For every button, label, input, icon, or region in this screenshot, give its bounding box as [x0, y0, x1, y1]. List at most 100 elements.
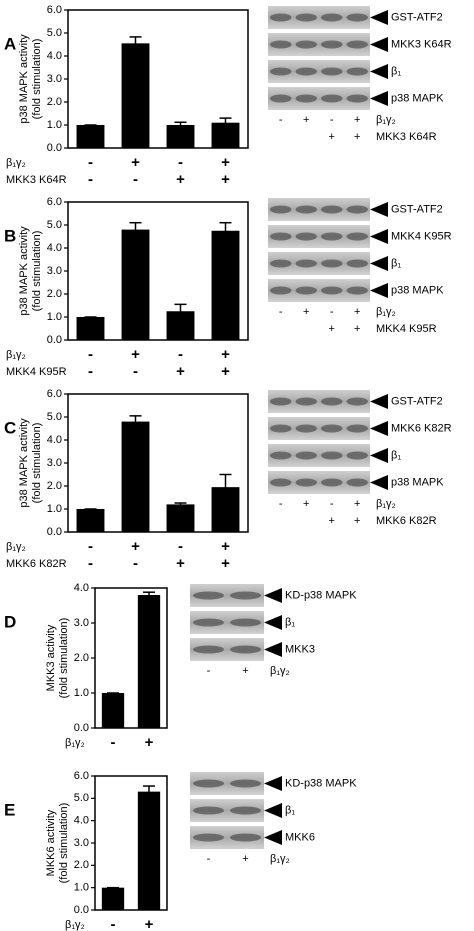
bar [211, 230, 240, 340]
plot-frame [67, 9, 249, 149]
y-axis-label: p38 MAPK activity [18, 226, 30, 316]
blot-strip [190, 826, 264, 849]
y-tick-label: 2.0 [74, 859, 89, 871]
arrow [370, 37, 388, 52]
arrow [370, 283, 388, 298]
lane-name: β₁γ₂ [376, 498, 396, 510]
condition-name: β₁γ₂ [6, 349, 26, 361]
blot-band [321, 232, 343, 241]
condition-name: β₁γ₂ [65, 737, 85, 749]
blot-band [295, 67, 317, 76]
y-axis-label: (fold stimulation) [31, 423, 43, 504]
lane-sign: - [279, 498, 283, 510]
band-label: β₁ [391, 65, 401, 77]
band-label: MKK3 K64R [391, 38, 452, 50]
blot-band [270, 205, 292, 214]
lane-sign: + [303, 498, 309, 510]
bar [76, 509, 105, 532]
lane-name: MKK3 K64R [376, 131, 437, 143]
blot-band [346, 259, 368, 268]
blot-strip [190, 638, 264, 661]
arrow [264, 830, 282, 845]
blot-band [192, 618, 225, 627]
arrow [264, 642, 282, 657]
lane-name: MKK4 K95R [376, 323, 437, 335]
blot-band [270, 424, 292, 433]
y-tick-label: 3.0 [47, 457, 62, 469]
condition-sign: + [221, 346, 230, 363]
y-tick-label: 1.0 [47, 311, 62, 323]
y-tick-label: 0.0 [47, 334, 62, 346]
blot-strip [190, 611, 264, 634]
lane-sign: + [354, 323, 360, 335]
panel-letter: A [4, 34, 16, 53]
blot-strip [268, 60, 370, 83]
arrow [370, 448, 388, 463]
condition-sign: + [145, 916, 154, 931]
band-label: p38 MAPK [391, 92, 444, 104]
condition-sign: - [133, 171, 138, 188]
plot-frame [67, 393, 249, 533]
band-label: β₁ [391, 257, 401, 269]
blot-band [321, 67, 343, 76]
condition-sign: - [88, 363, 93, 380]
arrow [370, 394, 388, 409]
plot-frame [67, 201, 249, 341]
blot-band [346, 94, 368, 103]
y-tick-label: 5.0 [47, 27, 62, 39]
band-label: β₁ [285, 616, 295, 628]
blot-band [270, 397, 292, 406]
condition-sign: + [176, 555, 185, 572]
blot-strip [190, 772, 264, 795]
lane-sign: + [242, 853, 248, 865]
blot-band [295, 451, 317, 460]
blot-band [321, 205, 343, 214]
condition-name: β₁γ₂ [6, 541, 26, 553]
blot-band [295, 40, 317, 49]
y-axis-label: (fold stimulation) [31, 231, 43, 312]
bar [121, 43, 150, 148]
y-axis-label: (fold stimulation) [31, 39, 43, 120]
lane-sign: - [279, 114, 283, 126]
lane-sign: + [329, 515, 335, 527]
y-tick-label: 2.0 [47, 96, 62, 108]
blot-strip [268, 198, 370, 221]
blot-band [295, 259, 317, 268]
band-label: β₁ [391, 449, 401, 461]
arrow [264, 776, 282, 791]
blot-band [321, 397, 343, 406]
blot-band [321, 451, 343, 460]
condition-sign: + [145, 734, 154, 751]
bar [137, 595, 161, 728]
y-axis-label: (fold stimulation) [58, 618, 70, 699]
y-tick-label: 6.0 [74, 770, 89, 782]
blot-strip [268, 33, 370, 56]
y-tick-label: 3.0 [47, 265, 62, 277]
condition-sign: - [133, 555, 138, 572]
blot-band [270, 67, 292, 76]
blot-band [321, 478, 343, 487]
blot-band [192, 591, 225, 600]
condition-sign: - [88, 555, 93, 572]
arrow [370, 202, 388, 217]
lane-sign: - [330, 306, 334, 318]
band-label: KD-p38 MAPK [285, 777, 357, 789]
arrow [370, 229, 388, 244]
y-tick-label: 2.0 [47, 288, 62, 300]
condition-sign: + [221, 363, 230, 380]
condition-sign: - [111, 916, 116, 931]
blot-strip [268, 444, 370, 467]
arrow [264, 588, 282, 603]
y-tick-label: 4.0 [74, 582, 89, 594]
lane-sign: + [354, 306, 360, 318]
blot-strip [268, 225, 370, 248]
lane-sign: + [329, 131, 335, 143]
blot-band [346, 67, 368, 76]
blot-strip [268, 279, 370, 302]
lane-sign: + [242, 665, 248, 677]
blot-strip [268, 87, 370, 110]
condition-sign: - [111, 734, 116, 751]
y-tick-label: 0.0 [47, 142, 62, 154]
arrow [370, 10, 388, 25]
band-label: KD-p38 MAPK [285, 589, 357, 601]
